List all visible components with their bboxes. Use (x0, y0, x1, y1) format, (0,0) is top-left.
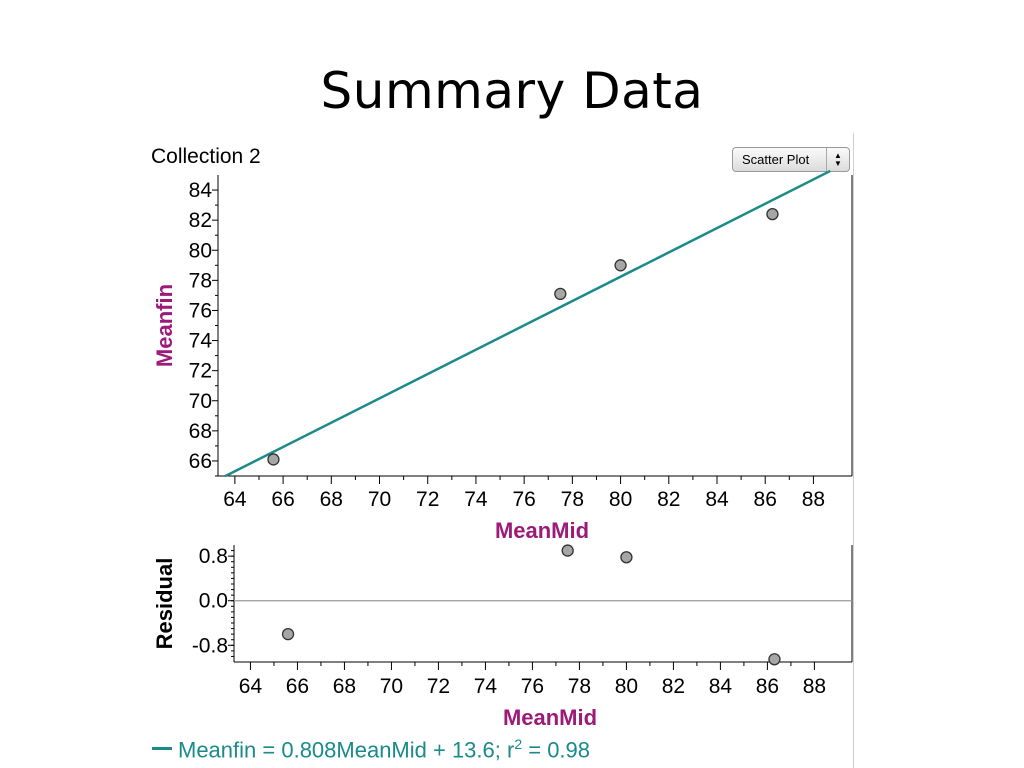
main-x-tick-label: 70 (368, 488, 391, 511)
main-y-tick-label: 84 (189, 179, 213, 202)
main-x-tick-label: 84 (705, 488, 729, 511)
main-y-tick-label: 74 (189, 330, 213, 353)
main-x-tick-label: 72 (416, 488, 439, 511)
plot-type-select[interactable]: Scatter Plot ▲ ▼ (732, 147, 850, 172)
plot-type-label: Scatter Plot (742, 152, 810, 167)
equation-exponent: 2 (514, 736, 523, 752)
main-y-tick-label: 70 (189, 390, 212, 413)
regression-line-swatch (152, 747, 172, 751)
slide-title: Summary Data (320, 62, 704, 120)
main-y-axis-label: Meanfin (152, 284, 177, 367)
residual-x-tick-label: 78 (568, 675, 591, 698)
residual-x-tick-label: 86 (756, 675, 779, 698)
residual-data-point (281, 627, 295, 641)
residual-x-tick-label: 84 (709, 675, 733, 698)
residual-data-point (620, 551, 633, 564)
regression-equation: Meanfin = 0.808MeanMid + 13.6; r2 = 0.98 (152, 736, 590, 763)
residual-x-tick-label: 74 (474, 675, 498, 698)
main-data-point (267, 453, 280, 466)
main-data-point (554, 287, 567, 301)
residual-x-tick-label: 70 (380, 675, 403, 698)
main-y-tick-label: 82 (189, 209, 212, 232)
residual-y-tick-label: 0.8 (199, 545, 228, 568)
main-y-tick-label: 80 (189, 239, 212, 262)
residual-x-tick-label: 72 (427, 675, 450, 698)
main-x-tick-label: 64 (223, 488, 247, 511)
main-y-tick-label: 76 (189, 299, 212, 322)
main-x-tick-label: 68 (320, 488, 343, 511)
main-y-tick-label: 66 (189, 450, 212, 473)
equation-text: Meanfin = 0.808MeanMid + 13.6; r (178, 737, 515, 763)
residual-x-tick-label: 82 (662, 675, 685, 698)
main-y-tick-label: 72 (189, 360, 212, 383)
main-data-point (614, 259, 627, 272)
main-x-tick-label: 86 (754, 488, 777, 511)
regression-line (224, 169, 831, 478)
main-x-tick-label: 74 (464, 488, 488, 511)
collection-name: Collection 2 (151, 145, 261, 168)
main-x-axis-label: MeanMid (495, 518, 589, 543)
main-y-tick-label: 68 (189, 420, 212, 443)
residual-x-tick-label: 68 (333, 675, 356, 698)
main-x-tick-label: 88 (802, 488, 825, 511)
residual-data-point (768, 653, 781, 666)
residual-x-tick-label: 66 (286, 675, 309, 698)
graph-panel (145, 133, 854, 768)
residual-data-point (561, 544, 574, 557)
equation-r2-value: = 0.98 (522, 737, 591, 763)
main-data-point (766, 207, 779, 221)
residual-x-tick-label: 88 (803, 675, 826, 698)
main-x-tick-label: 78 (561, 488, 584, 511)
residual-y-tick-label: -0.8 (192, 634, 228, 657)
main-x-tick-label: 82 (657, 488, 680, 511)
up-down-arrows-icon: ▲ ▼ (826, 148, 849, 171)
residual-x-tick-label: 76 (521, 675, 544, 698)
main-y-tick-label: 78 (189, 269, 212, 292)
residual-y-axis-label: Residual (152, 558, 177, 650)
residual-y-tick-label: 0.0 (199, 590, 228, 613)
main-x-tick-label: 76 (512, 488, 535, 511)
residual-x-axis-label: MeanMid (503, 705, 597, 730)
residual-x-tick-label: 64 (239, 675, 263, 698)
residual-x-tick-label: 80 (615, 675, 638, 698)
main-x-tick-label: 66 (271, 488, 294, 511)
main-x-tick-label: 80 (609, 488, 632, 511)
